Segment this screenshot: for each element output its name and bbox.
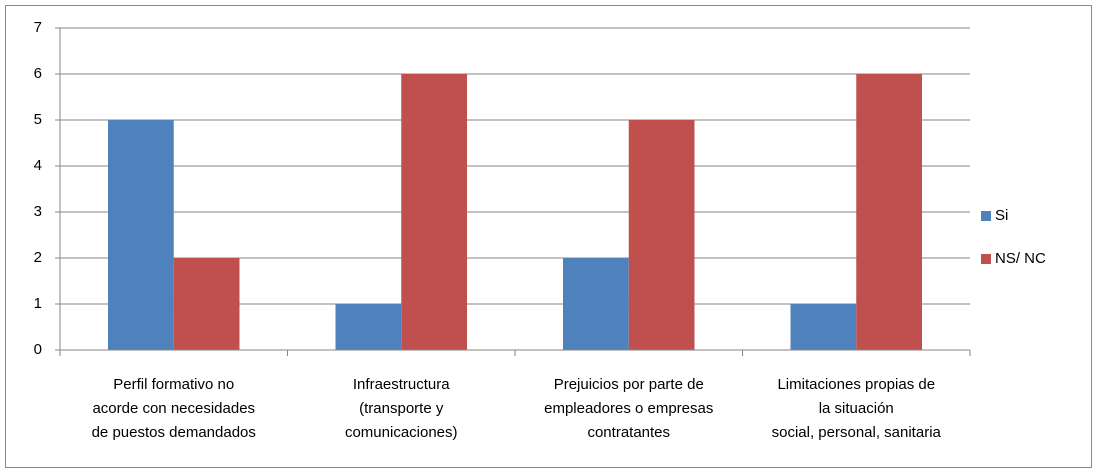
bar (335, 304, 402, 350)
y-tick-label: 2 (34, 249, 42, 266)
y-tick-label: 6 (34, 65, 42, 82)
bar (563, 258, 629, 350)
x-tick-label: Infraestructura (transporte y comunicaci… (344, 376, 458, 441)
bar (790, 304, 857, 350)
legend-label: NS/ NC (995, 250, 1046, 267)
y-tick-label: 1 (34, 295, 42, 312)
x-tick-label: Prejuicios por parte de empleadores o em… (544, 376, 714, 441)
x-tick-label: Perfil formativo no acorde con necesidad… (91, 376, 256, 441)
y-tick-label: 5 (34, 111, 42, 128)
legend-swatch (981, 254, 991, 264)
y-tick-label: 4 (34, 157, 42, 174)
y-tick-label: 0 (34, 341, 42, 358)
bar (401, 74, 467, 350)
x-tick-label: Limitaciones propias de la situación soc… (771, 376, 941, 441)
legend-label: Si (995, 207, 1008, 224)
bar (173, 258, 240, 350)
legend-swatch (981, 211, 991, 221)
bar (628, 120, 695, 350)
bar (856, 74, 922, 350)
bar (108, 120, 174, 350)
y-tick-label: 3 (34, 203, 42, 220)
y-tick-label: 7 (34, 19, 42, 36)
